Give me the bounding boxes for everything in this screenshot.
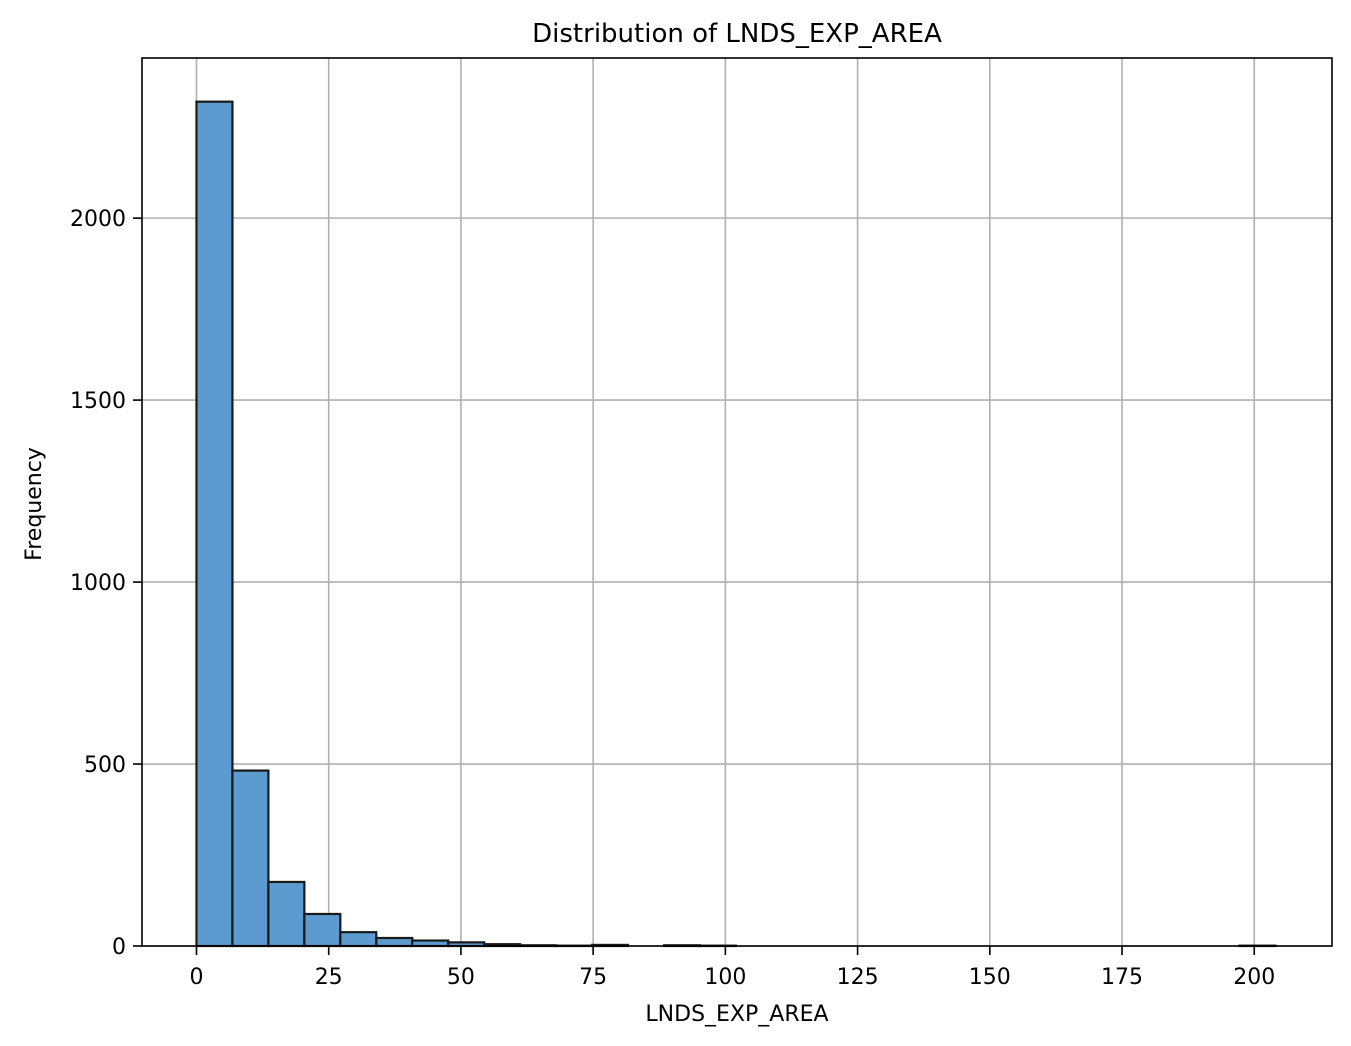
x-tick-label: 0 <box>189 965 203 990</box>
y-axis-ticks: 0 500 1000 1500 2000 <box>70 207 142 960</box>
y-tick-label: 500 <box>84 753 126 778</box>
histogram-bar <box>231 769 270 948</box>
chart-title: Distribution of LNDS_EXP_AREA <box>532 19 942 49</box>
y-axis-label: Frequency <box>22 447 47 561</box>
x-tick-label: 50 <box>447 965 475 990</box>
x-axis-ticks: 0 25 50 75 100 125 150 175 200 <box>189 946 1275 990</box>
y-tick-label: 2000 <box>70 207 126 232</box>
x-tick-label: 150 <box>969 965 1011 990</box>
y-tick-label: 1000 <box>70 571 126 596</box>
x-tick-label: 200 <box>1233 965 1275 990</box>
histogram-bar <box>267 880 306 948</box>
histogram-bar <box>339 931 378 948</box>
x-tick-label: 175 <box>1101 965 1143 990</box>
plot-area-frame <box>141 57 1333 947</box>
x-tick-label: 125 <box>837 965 879 990</box>
histogram-bars <box>195 100 1277 948</box>
histogram-bar <box>195 100 234 948</box>
histogram-bar <box>411 939 450 948</box>
y-tick-label: 0 <box>112 935 126 960</box>
histogram-bar <box>303 912 342 948</box>
y-tick-label: 1500 <box>70 389 126 414</box>
x-tick-label: 75 <box>579 965 607 990</box>
histogram-bar <box>375 936 414 948</box>
x-tick-label: 25 <box>315 965 343 990</box>
x-axis-label: LNDS_EXP_AREA <box>645 1002 828 1027</box>
x-tick-label: 100 <box>704 965 746 990</box>
